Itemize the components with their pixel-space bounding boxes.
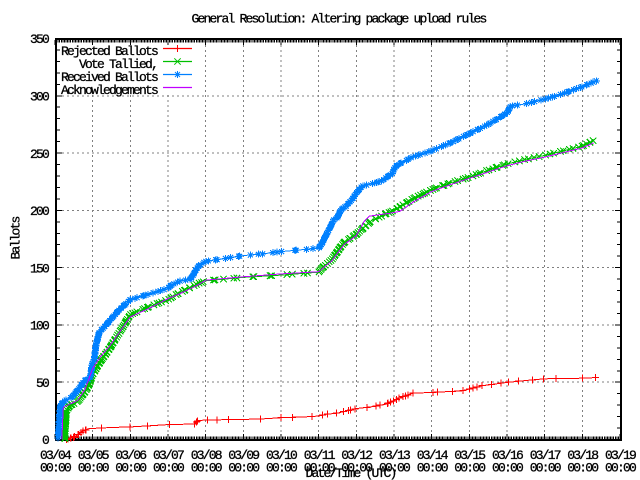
svg-text:Received Ballots: Received Ballots [61,70,158,85]
svg-text:00:00: 00:00 [266,461,297,476]
svg-text:150: 150 [30,261,49,276]
svg-text:00:00: 00:00 [567,461,598,476]
svg-text:03/18: 03/18 [567,448,598,463]
svg-text:00:00: 00:00 [417,461,448,476]
svg-text:03/08: 03/08 [191,448,222,463]
svg-text:00:00: 00:00 [605,461,636,476]
svg-text:00:00: 00:00 [228,461,259,476]
svg-text:Vote Tallied,: Vote Tallied, [79,57,157,72]
svg-text:Ballots: Ballots [9,217,24,260]
svg-text:03/14: 03/14 [417,448,449,463]
svg-text:300: 300 [30,90,49,105]
svg-text:200: 200 [30,204,49,219]
svg-text:0: 0 [42,433,49,448]
svg-text:00:00: 00:00 [454,461,485,476]
svg-text:00:00: 00:00 [153,461,184,476]
svg-text:Acknowledgements: Acknowledgements [61,83,158,98]
svg-text:00:00: 00:00 [78,461,109,476]
svg-text:350: 350 [30,32,49,47]
svg-text:00:00: 00:00 [341,461,372,476]
svg-text:03/11: 03/11 [304,448,336,463]
svg-text:00:00: 00:00 [191,461,222,476]
svg-text:00:00: 00:00 [40,461,71,476]
svg-text:00:00: 00:00 [492,461,523,476]
svg-text:03/16: 03/16 [492,448,523,463]
svg-text:50: 50 [36,376,49,391]
svg-text:03/12: 03/12 [341,448,372,463]
svg-text:250: 250 [30,147,49,162]
svg-text:00:00: 00:00 [379,461,410,476]
svg-text:Rejected Ballots: Rejected Ballots [61,44,158,59]
svg-text:03/09: 03/09 [228,448,259,463]
svg-text:03/10: 03/10 [266,448,297,463]
svg-text:03/13: 03/13 [379,448,410,463]
svg-text:03/06: 03/06 [115,448,146,463]
svg-text:03/15: 03/15 [454,448,485,463]
svg-text:03/17: 03/17 [530,448,561,463]
svg-text:General Resolution: Altering p: General Resolution: Altering package upl… [191,12,486,27]
svg-text:00:00: 00:00 [530,461,561,476]
svg-text:Date/Time (UTC): Date/Time (UTC) [305,466,395,480]
svg-text:100: 100 [30,319,49,334]
svg-text:03/04: 03/04 [40,448,72,463]
svg-text:00:00: 00:00 [304,461,335,476]
svg-text:03/07: 03/07 [153,448,184,463]
svg-text:03/19: 03/19 [605,448,636,463]
svg-text:03/05: 03/05 [78,448,109,463]
svg-text:00:00: 00:00 [115,461,146,476]
